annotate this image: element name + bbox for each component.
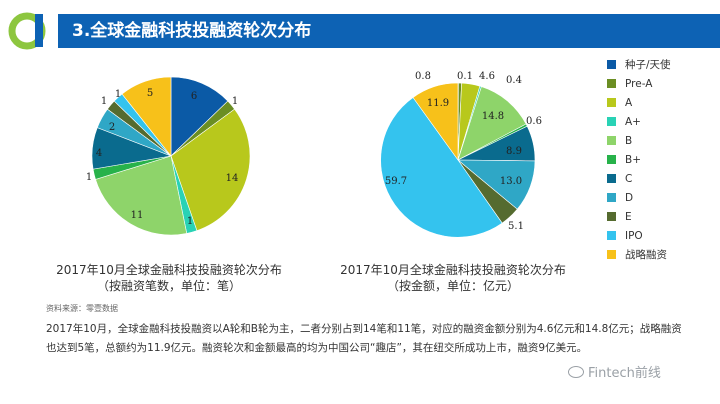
- legend-swatch: [607, 136, 616, 145]
- legend-item: IPO: [607, 229, 643, 243]
- legend-swatch: [607, 174, 616, 183]
- data-label: 0.8: [415, 71, 431, 82]
- data-label: 5: [147, 88, 153, 99]
- legend-item: 种子/天使: [607, 58, 671, 72]
- legend-item: E: [607, 210, 632, 224]
- legend-label: A: [625, 97, 633, 109]
- chart-subtitle: （按金额，单位：亿元）: [386, 279, 519, 293]
- legend-label: 种子/天使: [625, 59, 671, 71]
- data-label: 0.4: [506, 75, 522, 86]
- pie-slice: [121, 76, 172, 157]
- data-label: 8.9: [506, 146, 522, 157]
- data-label: 11: [131, 210, 144, 221]
- data-label: 11.9: [427, 98, 449, 109]
- legend-item: Pre-A: [607, 77, 652, 91]
- company-logo: [8, 12, 46, 50]
- pie-slice: [380, 97, 503, 238]
- chart-title: 2017年10月全球金融科技投融资轮次分布: [340, 263, 566, 277]
- summary-text: 2017年10月，全球金融科技投融资以A轮和B轮为主，二者分别占到14笔和11笔…: [46, 323, 682, 354]
- watermark: Fintech前线: [568, 362, 661, 381]
- data-label: 1: [187, 216, 193, 227]
- pie-slice: [412, 82, 459, 161]
- data-label: 14.8: [482, 111, 504, 122]
- legend-label: A+: [625, 116, 641, 128]
- data-label: 0.1: [457, 71, 473, 82]
- legend-label: C: [625, 173, 633, 185]
- legend-label: E: [625, 211, 632, 223]
- data-label: 5.1: [508, 221, 524, 232]
- data-label: 0.6: [526, 116, 542, 127]
- chart-caption-amount: 2017年10月全球金融科技投融资轮次分布 （按金额，单位：亿元）: [318, 262, 588, 294]
- legend-item: B+: [607, 153, 641, 167]
- data-label: 4: [96, 148, 102, 159]
- pie-chart-by-amount: 0.1 0.8 4.6 0.4 14.8 0.6 8.9 13.0 5.1 59.7 11.9: [380, 71, 542, 238]
- data-label: 4.6: [479, 71, 495, 82]
- legend-swatch: [607, 212, 616, 221]
- legend-swatch: [607, 79, 616, 88]
- legend-swatch: [607, 155, 616, 164]
- page-title: 3.全球金融科技投融资轮次分布: [72, 21, 312, 41]
- legend-item: B: [607, 134, 632, 148]
- wechat-icon: [568, 366, 584, 378]
- legend-swatch: [607, 60, 616, 69]
- legend-item: 战略融资: [607, 248, 667, 262]
- legend-item: D: [607, 191, 633, 205]
- chart-title: 2017年10月全球金融科技投融资轮次分布: [56, 263, 282, 277]
- legend-label: Pre-A: [625, 78, 653, 90]
- pie-slice: [457, 86, 527, 161]
- legend-label: B: [625, 135, 633, 147]
- legend-swatch: [607, 98, 616, 107]
- source-note: 资料来源：零壹数据: [46, 304, 118, 313]
- chart-subtitle: （按融资笔数，单位：笔）: [96, 279, 241, 293]
- watermark-text: Fintech前线: [588, 366, 661, 381]
- data-label: 1: [232, 96, 238, 107]
- data-label: 1: [86, 172, 92, 183]
- legend-label: IPO: [625, 230, 643, 242]
- pie-slice: [95, 155, 188, 236]
- data-label: 13.0: [500, 176, 522, 187]
- legend-item: C: [607, 172, 632, 186]
- pie-slice: [170, 108, 251, 232]
- pie-slice: [170, 76, 229, 157]
- chart-caption-count: 2017年10月全球金融科技投融资轮次分布 （按融资笔数，单位：笔）: [34, 262, 304, 294]
- data-label: 6: [191, 91, 197, 102]
- legend-swatch: [607, 193, 616, 202]
- data-label: 2: [109, 122, 115, 133]
- legend-label: 战略融资: [625, 249, 667, 261]
- legend-swatch: [607, 117, 616, 126]
- legend-item: A+: [607, 115, 641, 129]
- data-label: 1: [101, 96, 107, 107]
- legend-item: A: [607, 96, 632, 110]
- legend-swatch: [607, 250, 616, 259]
- legend-label: D: [625, 192, 634, 204]
- legend-label: B+: [625, 154, 642, 166]
- legend-swatch: [607, 231, 616, 240]
- data-label: 14: [226, 173, 239, 184]
- data-label: 59.7: [385, 176, 407, 187]
- header-bar: [58, 14, 720, 48]
- data-label: 1: [115, 89, 121, 100]
